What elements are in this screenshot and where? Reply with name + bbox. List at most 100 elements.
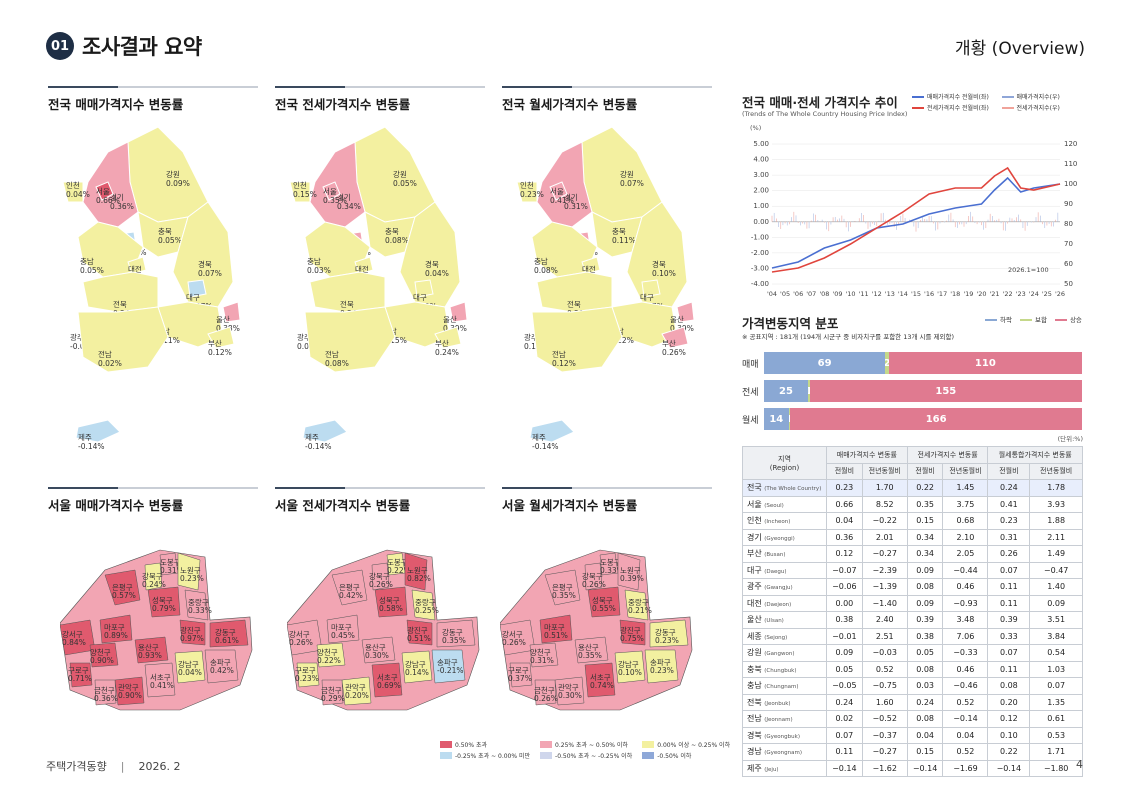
district-guro-value: 0.71% <box>68 674 92 683</box>
region-gwangju-name: 광주 <box>70 332 84 342</box>
region-name-ko: 대전 <box>747 598 765 608</box>
table-row: 경북 (Gyeongbuk) 0.07 −0.37 0.04 0.04 0.10 0.53 <box>742 726 1083 744</box>
region-name-en: (Jeonnam) <box>764 717 793 724</box>
district-gangseo-value: 0.84% <box>62 638 86 647</box>
region-name-ko: 서울 <box>747 499 765 509</box>
value-cell: 0.23 <box>987 512 1031 530</box>
region-name-en: (Gangwon) <box>764 651 795 658</box>
value-cell: 7.06 <box>942 627 989 645</box>
region-busan-value: 0.26% <box>662 348 686 357</box>
district-guro-shape <box>509 662 533 688</box>
district-dobong-name: 도봉구 <box>600 558 621 567</box>
region-ulsan-name: 울산 <box>443 314 457 324</box>
region-chungnam-value: 0.03% <box>307 266 331 275</box>
table-row: 인천 (Incheon) 0.04 −0.22 0.15 0.68 0.23 1.88 <box>742 512 1083 530</box>
table-row: 충남 (Chungnam) −0.05 −0.75 0.03 −0.46 0.08 0.07 <box>742 677 1083 695</box>
district-dobong-name: 도봉구 <box>160 558 181 567</box>
region-seoul-shape <box>95 181 114 201</box>
region-jeonnam-value: 0.02% <box>98 359 122 368</box>
region-cell: 경남 (Gyeongnam) <box>742 743 827 761</box>
distribution-seg-fall: 69 <box>764 352 886 374</box>
district-gangdong-shape <box>436 619 476 648</box>
region-name-ko: 대구 <box>747 565 765 575</box>
legend-text: 매매가격지수 전월비(좌) <box>927 94 989 101</box>
value-cell: 0.52 <box>942 693 989 711</box>
value-cell: 0.34 <box>906 545 944 563</box>
district-eunpyeong-shape <box>544 569 581 606</box>
district-yangcheon-name: 양천구 <box>317 647 338 657</box>
value-cell: 0.39 <box>906 611 944 629</box>
value-cell: 2.10 <box>942 528 989 546</box>
value-cell: 0.11 <box>987 578 1031 596</box>
value-cell: 0.00 <box>826 594 863 612</box>
value-cell: 2.05 <box>942 545 989 563</box>
legend-jeonse-mom: 전세가격지수 전월비(좌) <box>912 103 998 112</box>
trend-chart-subtitle: (Trends of The Whole Country Housing Pri… <box>742 110 908 118</box>
region-cell: 전국 (The Whole Country) <box>742 479 827 497</box>
district-gwanak-shape <box>341 676 372 706</box>
value-cell: −0.07 <box>826 561 863 579</box>
trend-chart-unit: (%) <box>750 124 762 132</box>
region-cell: 대전 (Daejeon) <box>742 594 827 612</box>
left-tick: 0.00 <box>753 218 769 226</box>
header-region-en: (Region) <box>769 464 800 472</box>
region-incheon-value: 0.23% <box>520 190 544 199</box>
region-name-en: (Seoul) <box>764 502 784 509</box>
region-gyeongbuk-name: 경북 <box>198 259 212 269</box>
region-table: 지역 (Region) 매매가격지수 변동률 전세가격지수 변동률 월세통합가격지… <box>742 446 1083 777</box>
region-gyeonggi-name: 경기 <box>337 192 351 202</box>
region-gyeongbuk-value: 0.10% <box>652 269 676 278</box>
right-tick: 90 <box>1064 200 1073 208</box>
region-chungnam-name: 충남 <box>534 257 548 266</box>
region-jeonbuk-shape <box>82 271 159 313</box>
legend-flat: 보합 <box>1019 314 1047 324</box>
district-yangcheon-name: 양천구 <box>90 647 111 657</box>
district-gangnam-value: 0.04% <box>178 668 202 677</box>
region-cell: 제주 (Jeju) <box>742 759 827 777</box>
region-name-en: (Chungnam) <box>764 684 799 691</box>
region-cell: 광주 (Gwangju) <box>742 578 827 596</box>
region-seoul: 서울0.66% <box>95 181 120 205</box>
district-gwanak-shape <box>114 676 145 706</box>
left-tick: 1.00 <box>753 202 769 210</box>
district-jungnang-name: 중랑구 <box>628 598 649 607</box>
x-tick: '11 <box>859 290 869 298</box>
x-tick: '06 <box>793 290 803 298</box>
district-seongbuk-name: 성북구 <box>592 596 613 605</box>
value-cell: 0.04 <box>906 726 944 744</box>
value-cell: −1.40 <box>861 594 908 612</box>
region-ulsan-shape <box>222 301 241 323</box>
region-daejeon-shape <box>354 256 374 275</box>
footer-date: 2026. 2 <box>138 760 181 773</box>
trend-chart: 5.00 4.00 3.00 2.00 1.00 0.00 -1.00 -2.00 -3.00 -… <box>742 134 1087 308</box>
legend-swatch <box>1019 319 1032 321</box>
district-gangseo-name: 강서구 <box>289 629 310 639</box>
value-cell: −0.52 <box>861 710 908 728</box>
distribution-title: 가격변동지역 분포 <box>742 316 839 331</box>
district-nowon-value: 0.82% <box>407 574 431 583</box>
seoul-jeonse-title: 서울 전세가격지수 변동률 <box>275 487 486 514</box>
value-cell: 0.54 <box>1029 644 1083 662</box>
value-cell: 0.26 <box>987 545 1031 563</box>
region-seoul-value: 0.35% <box>323 196 347 205</box>
district-geumcheon-name: 금천구 <box>321 685 342 695</box>
header-ytd: 전년동월비 <box>942 462 989 480</box>
district-eunpyeong-value: 0.35% <box>552 591 576 600</box>
region-jeonnam: 전남0.08% <box>304 306 396 373</box>
value-cell: −0.37 <box>861 726 908 744</box>
value-cell: 3.51 <box>1029 611 1083 629</box>
legend-text: 하락 <box>1000 316 1012 324</box>
value-cell: −0.14 <box>987 759 1031 777</box>
value-cell: 0.08 <box>906 710 944 728</box>
value-cell: 0.52 <box>942 743 989 761</box>
region-cell: 부산 (Busan) <box>742 545 827 563</box>
